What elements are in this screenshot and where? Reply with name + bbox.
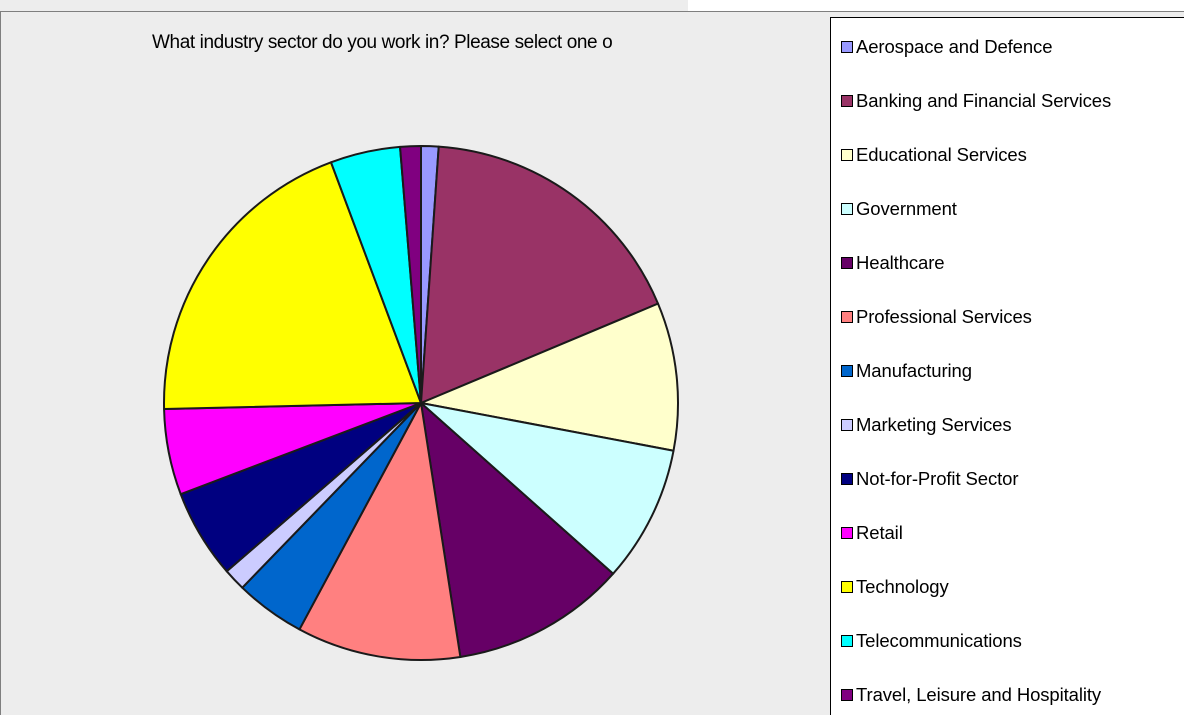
legend-label: Manufacturing: [856, 360, 972, 381]
legend-swatch: [841, 689, 853, 701]
legend-label: Educational Services: [856, 144, 1027, 165]
legend-label: Banking and Financial Services: [856, 90, 1112, 111]
legend-swatch: [841, 257, 853, 269]
legend-item: Aerospace and Defence: [841, 32, 1181, 62]
legend-swatch: [841, 41, 853, 53]
legend-label: Telecommunications: [856, 630, 1022, 651]
legend-label: Aerospace and Defence: [856, 36, 1053, 57]
legend-swatch: [841, 149, 853, 161]
legend-label: Travel, Leisure and Hospitality: [856, 684, 1102, 705]
legend-swatch: [841, 527, 853, 539]
legend-swatch: [841, 95, 853, 107]
pie-slice-1: [420, 145, 660, 404]
pie-slice-10: [163, 161, 422, 411]
legend-item: Not-for-Profit Sector: [841, 464, 1181, 494]
legend-swatch: [841, 473, 853, 485]
pie-slice-12: [399, 145, 422, 404]
legend-label: Government: [856, 198, 957, 219]
pie-slice-4: [420, 402, 615, 658]
pie-slice-5: [298, 402, 462, 662]
legend-item: Technology: [841, 572, 1181, 602]
legend-item: Government: [841, 194, 1181, 224]
chart-legend: Aerospace and Defence Banking and Financi…: [830, 17, 1184, 715]
legend-swatch: [841, 203, 853, 215]
legend-item: Telecommunications: [841, 626, 1181, 656]
legend-item: Educational Services: [841, 140, 1181, 170]
legend-label: Retail: [856, 522, 903, 543]
legend-item: Professional Services: [841, 302, 1181, 332]
legend-item: Healthcare: [841, 248, 1181, 278]
legend-swatch: [841, 635, 853, 647]
legend-swatch: [841, 365, 853, 377]
legend-swatch: [841, 311, 853, 323]
legend-swatch: [841, 581, 853, 593]
legend-item: Travel, Leisure and Hospitality: [841, 680, 1181, 710]
legend-item: Banking and Financial Services: [841, 86, 1181, 116]
legend-swatch: [841, 419, 853, 431]
legend-label: Technology: [856, 576, 949, 597]
legend-label: Healthcare: [856, 252, 945, 273]
legend-item: Retail: [841, 518, 1181, 548]
pie-slice-3: [420, 402, 675, 575]
legend-label: Not-for-Profit Sector: [856, 468, 1019, 489]
pie-slice-2: [420, 302, 679, 452]
legend-item: Marketing Services: [841, 410, 1181, 440]
chart-title: What industry sector do you work in? Ple…: [152, 32, 613, 53]
legend-label: Professional Services: [856, 306, 1032, 327]
legend-label: Marketing Services: [856, 414, 1012, 435]
legend-item: Manufacturing: [841, 356, 1181, 386]
